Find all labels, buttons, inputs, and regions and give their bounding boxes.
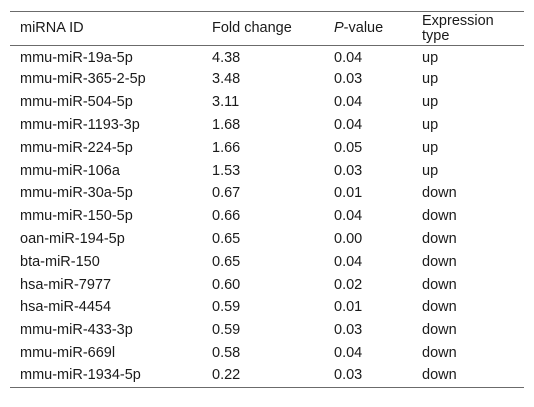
cell-fold-change: 0.58 bbox=[212, 345, 241, 361]
cell-fold-change: 0.60 bbox=[212, 276, 241, 293]
cell-fold-change: 3.11 bbox=[212, 94, 240, 111]
cell-fold-change: 1.68 bbox=[212, 117, 241, 134]
header-expression-type: Expression type bbox=[412, 11, 524, 46]
cell-fold-change: 0.65 bbox=[212, 231, 241, 248]
table-row: hsa-miR-4454 0.59 0.01 down bbox=[10, 296, 524, 319]
cell-fold-change: 0.59 bbox=[212, 322, 241, 339]
cell-expression-type: up bbox=[422, 50, 439, 67]
cell-pvalue: 0.01 bbox=[334, 299, 363, 316]
cell-mirna-id: mmu-miR-669l bbox=[20, 345, 116, 361]
cell-expression-type: down bbox=[422, 322, 457, 339]
header-mirna-id: miRNA ID bbox=[10, 11, 202, 46]
header-pvalue-italic: P bbox=[334, 20, 344, 37]
cell-mirna-id: mmu-miR-106a bbox=[20, 162, 120, 179]
cell-mirna-id: hsa-miR-4454 bbox=[20, 299, 112, 316]
mirna-table-container: miRNA ID Fold change P-value Expression … bbox=[10, 11, 524, 388]
table-row: mmu-miR-1193-3p 1.68 0.04 up bbox=[10, 114, 524, 137]
table-row: hsa-miR-7977 0.60 0.02 down bbox=[10, 273, 524, 296]
cell-fold-change: 0.66 bbox=[212, 208, 241, 225]
cell-pvalue: 0.03 bbox=[334, 162, 363, 179]
cell-expression-type: down bbox=[422, 299, 457, 316]
table-row: mmu-miR-224-5p 1.66 0.05 up bbox=[10, 137, 524, 160]
cell-pvalue: 0.04 bbox=[334, 117, 363, 134]
cell-fold-change: 1.66 bbox=[212, 139, 241, 156]
cell-expression-type: down bbox=[412, 364, 524, 388]
cell-pvalue: 0.04 bbox=[334, 253, 363, 270]
cell-pvalue: 0.05 bbox=[334, 139, 363, 156]
cell-fold-change: 0.67 bbox=[212, 185, 241, 202]
table-row: mmu-miR-669l 0.58 0.04 down bbox=[10, 342, 524, 365]
header-pvalue: P-value bbox=[324, 11, 412, 46]
table-row: oan-miR-194-5p 0.65 0.00 down bbox=[10, 228, 524, 251]
cell-fold-change: 1.53 bbox=[212, 162, 241, 179]
table-row: mmu-miR-30a-5p 0.67 0.01 down bbox=[10, 182, 524, 205]
cell-mirna-id: mmu-miR-1934-5p bbox=[10, 364, 202, 388]
cell-expression-type: up bbox=[422, 71, 439, 88]
cell-pvalue: 0.02 bbox=[334, 276, 363, 293]
cell-fold-change: 0.65 bbox=[212, 253, 241, 270]
table-body: mmu-miR-19a-5p 4.38 0.04 up mmu-miR-365-2-5p… bbox=[10, 46, 524, 388]
header-pvalue-rest: -value bbox=[343, 20, 384, 37]
cell-pvalue: 0.03 bbox=[334, 71, 363, 88]
table-row: mmu-miR-1934-5p 0.22 0.03 down bbox=[10, 364, 524, 388]
cell-mirna-id: hsa-miR-7977 bbox=[20, 276, 112, 293]
cell-mirna-id: mmu-miR-504-5p bbox=[20, 94, 133, 111]
mirna-expression-table: miRNA ID Fold change P-value Expression … bbox=[10, 11, 524, 388]
cell-mirna-id: mmu-miR-150-5p bbox=[20, 208, 133, 225]
cell-fold-change: 0.22 bbox=[202, 364, 324, 388]
cell-expression-type: down bbox=[422, 231, 457, 248]
cell-pvalue: 0.03 bbox=[324, 364, 412, 388]
header-row: miRNA ID Fold change P-value Expression … bbox=[10, 11, 524, 46]
cell-expression-type: down bbox=[422, 345, 457, 361]
cell-fold-change: 4.38 bbox=[212, 50, 241, 67]
cell-pvalue: 0.04 bbox=[334, 50, 363, 67]
cell-expression-type: down bbox=[422, 276, 457, 293]
cell-expression-type: down bbox=[422, 208, 457, 225]
table-row: mmu-miR-106a 1.53 0.03 up bbox=[10, 159, 524, 182]
cell-pvalue: 0.01 bbox=[334, 185, 363, 202]
table-row: bta-miR-150 0.65 0.04 down bbox=[10, 251, 524, 274]
cell-pvalue: 0.04 bbox=[334, 208, 363, 225]
table-row: mmu-miR-365-2-5p 3.48 0.03 up bbox=[10, 68, 524, 91]
cell-mirna-id: oan-miR-194-5p bbox=[20, 231, 125, 248]
table-row: mmu-miR-19a-5p 4.38 0.04 up bbox=[10, 46, 524, 69]
cell-mirna-id: mmu-miR-365-2-5p bbox=[20, 71, 146, 88]
cell-fold-change: 0.59 bbox=[212, 299, 241, 316]
cell-mirna-id: bta-miR-150 bbox=[20, 253, 100, 270]
cell-mirna-id: mmu-miR-1193-3p bbox=[20, 117, 140, 134]
cell-expression-type: down bbox=[422, 253, 457, 270]
table-row: mmu-miR-433-3p 0.59 0.03 down bbox=[10, 319, 524, 342]
table-row: mmu-miR-504-5p 3.11 0.04 up bbox=[10, 91, 524, 114]
table-row: mmu-miR-150-5p 0.66 0.04 down bbox=[10, 205, 524, 228]
cell-pvalue: 0.03 bbox=[334, 322, 363, 339]
cell-expression-type: up bbox=[422, 94, 439, 111]
cell-expression-type: up bbox=[422, 117, 439, 134]
header-fold-change: Fold change bbox=[202, 11, 324, 46]
cell-mirna-id: mmu-miR-19a-5p bbox=[20, 50, 133, 67]
cell-pvalue: 0.00 bbox=[334, 231, 363, 248]
cell-expression-type: up bbox=[422, 162, 439, 179]
table-header: miRNA ID Fold change P-value Expression … bbox=[10, 11, 524, 46]
cell-pvalue: 0.04 bbox=[334, 345, 363, 361]
cell-fold-change: 3.48 bbox=[212, 71, 241, 88]
cell-pvalue: 0.04 bbox=[334, 94, 363, 111]
cell-expression-type: up bbox=[422, 139, 439, 156]
cell-mirna-id: mmu-miR-30a-5p bbox=[20, 185, 133, 202]
cell-expression-type: down bbox=[422, 185, 457, 202]
cell-mirna-id: mmu-miR-433-3p bbox=[20, 322, 133, 339]
cell-mirna-id: mmu-miR-224-5p bbox=[20, 139, 133, 156]
